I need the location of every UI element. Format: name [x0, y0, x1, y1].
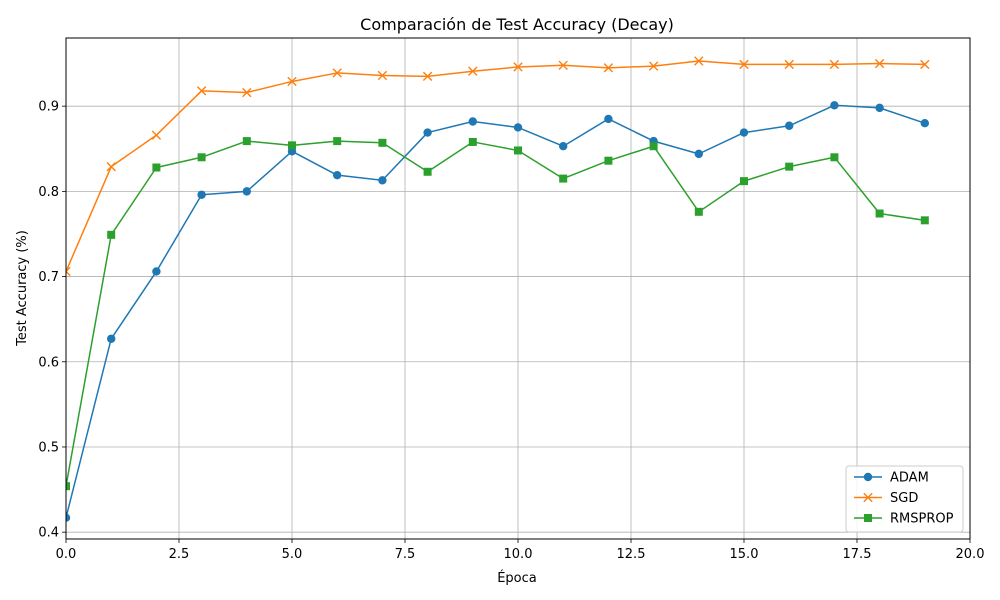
data-point	[648, 61, 659, 71]
data-point	[378, 138, 387, 147]
data-point	[739, 59, 749, 70]
data-point	[197, 153, 206, 162]
data-point	[468, 66, 478, 76]
data-point	[332, 68, 342, 78]
data-point	[152, 267, 161, 276]
data-point	[694, 56, 704, 66]
x-tick-label: 20.0	[956, 547, 985, 562]
data-point	[784, 59, 794, 70]
series-line	[66, 140, 925, 487]
data-point	[107, 230, 116, 239]
y-tick-label: 0.8	[38, 185, 59, 200]
legend-label: SGD	[890, 491, 918, 506]
legend: ADAM SGD RMSPROP	[845, 465, 964, 533]
legend-label: RMSPROP	[890, 512, 954, 527]
data-point	[875, 209, 884, 218]
series-adam	[66, 101, 929, 522]
legend-marker	[863, 492, 873, 503]
data-point	[920, 59, 930, 70]
data-point	[559, 142, 568, 151]
x-tick-label: 10.0	[504, 547, 533, 562]
data-point	[377, 70, 388, 81]
data-point	[603, 63, 614, 73]
chart-title: Comparación de Test Accuracy (Decay)	[360, 15, 674, 34]
data-point	[242, 137, 251, 146]
data-point	[423, 128, 432, 137]
x-tick-label: 0.0	[56, 547, 77, 562]
series-line	[66, 104, 926, 518]
data-point	[739, 128, 749, 137]
data-point	[829, 59, 840, 70]
legend-marker	[863, 472, 873, 482]
data-point	[920, 216, 929, 225]
x-tick-label: 15.0	[730, 547, 759, 562]
data-point	[423, 167, 432, 176]
y-tick-label: 0.9	[38, 100, 59, 115]
x-tick-label: 17.5	[843, 547, 872, 562]
data-point	[874, 58, 885, 69]
data-point	[649, 142, 658, 151]
x-axis-label: Época	[497, 570, 537, 586]
data-point	[333, 170, 342, 180]
data-point	[875, 103, 884, 113]
x-tick-label: 2.5	[169, 547, 190, 562]
legend-item-adam: ADAM	[854, 471, 929, 486]
y-tick-label: 0.5	[38, 440, 59, 455]
legend-item-rmsprop: RMSPROP	[854, 512, 954, 527]
data-point	[107, 334, 116, 343]
data-point	[66, 513, 71, 522]
data-point	[242, 187, 251, 196]
y-tick-label: 0.7	[38, 270, 59, 285]
data-point	[151, 130, 162, 140]
data-point	[694, 149, 703, 159]
data-point	[830, 153, 839, 162]
y-axis: 0.4 0.5 0.6 0.7 0.8 0.9	[38, 100, 66, 541]
data-point	[513, 62, 523, 72]
data-point	[333, 137, 342, 146]
data-point	[604, 156, 613, 165]
data-point	[468, 117, 477, 126]
series-sgd	[66, 56, 930, 277]
data-point	[422, 71, 433, 82]
legend-marker	[864, 514, 872, 522]
data-point	[604, 114, 613, 124]
x-tick-label: 7.5	[395, 547, 416, 562]
x-tick-label: 5.0	[282, 547, 303, 562]
data-point	[559, 174, 568, 183]
y-tick-label: 0.6	[38, 355, 59, 370]
y-axis-label: Test Accuracy (%)	[15, 230, 30, 347]
legend-item-sgd: SGD	[854, 491, 918, 506]
data-point	[920, 119, 929, 128]
series-rmsprop	[66, 137, 929, 491]
series-line	[66, 60, 925, 272]
data-point	[740, 177, 748, 186]
data-point	[514, 146, 522, 155]
x-tick-label: 12.5	[617, 547, 646, 562]
data-point	[785, 121, 794, 130]
data-point	[106, 161, 116, 172]
data-point	[287, 76, 297, 87]
data-point	[66, 482, 70, 491]
data-point	[66, 266, 71, 277]
data-point	[830, 101, 839, 110]
legend-box	[845, 465, 964, 533]
legend-label: ADAM	[890, 471, 929, 486]
data-point	[558, 60, 568, 70]
data-point	[197, 190, 206, 199]
data-point	[152, 163, 161, 172]
data-point	[378, 176, 387, 185]
data-point	[468, 137, 477, 146]
data-point	[513, 123, 523, 132]
data-point	[785, 162, 794, 171]
data-point	[694, 207, 703, 216]
data-point	[196, 86, 207, 96]
series-layer	[66, 56, 930, 522]
x-axis: 0.0 2.5 5.0 7.5 10.0 12.5 15.0 17.5 20.0	[56, 539, 985, 562]
y-tick-label: 0.4	[38, 526, 59, 541]
data-point	[242, 87, 252, 98]
data-point	[288, 141, 296, 150]
